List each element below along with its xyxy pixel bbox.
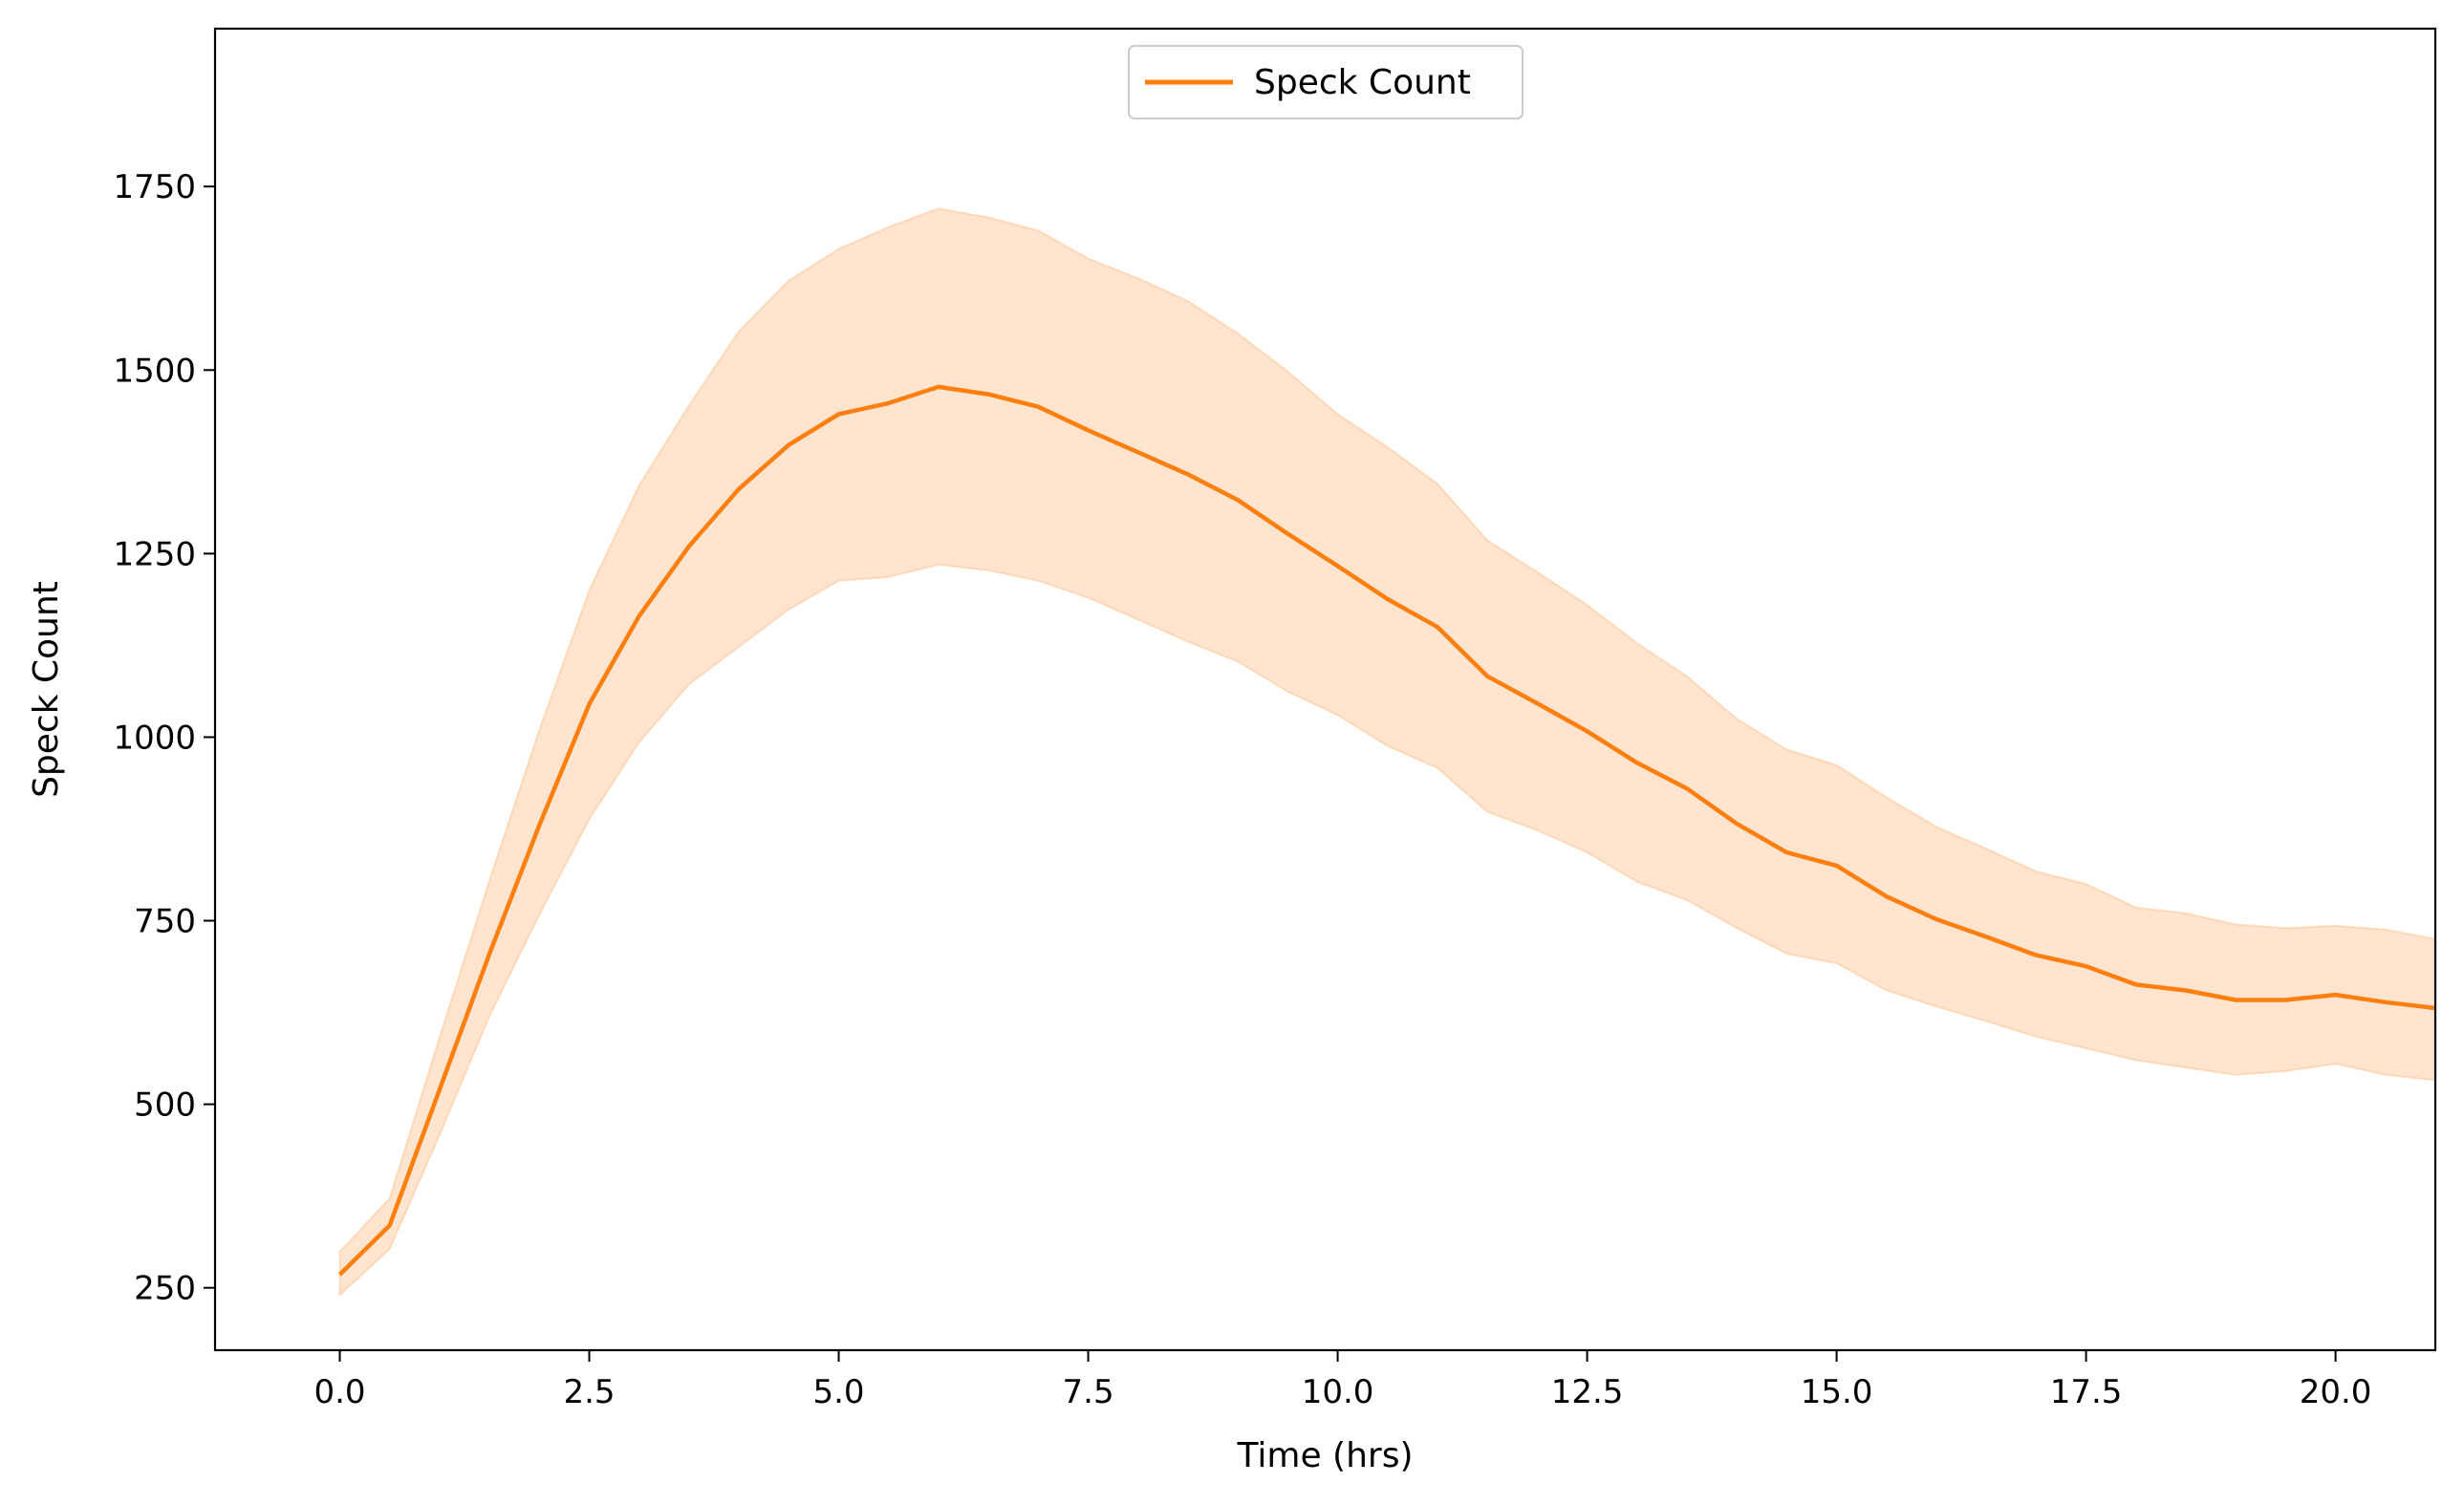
y-axis-title: Speck Count	[27, 581, 66, 798]
y-tick-label: 750	[134, 903, 196, 941]
x-tick-label: 0.0	[313, 1373, 365, 1411]
speck-count-line	[337, 384, 2435, 1277]
y-tick-label: 1750	[113, 168, 196, 206]
x-tick-label: 2.5	[563, 1373, 615, 1411]
x-tick-label: 7.5	[1063, 1373, 1114, 1411]
y-tick-label: 1500	[113, 352, 196, 390]
x-tick-label: 20.0	[2300, 1373, 2372, 1411]
x-axis-title: Time (hrs)	[1236, 1436, 1413, 1475]
plot-clip-group	[337, 207, 2435, 1298]
legend-label-speck-count: Speck Count	[1254, 63, 1471, 102]
y-tick-label: 1000	[113, 719, 196, 757]
x-tick-label: 10.0	[1302, 1373, 1374, 1411]
plot-area	[337, 207, 2435, 1298]
legend-box	[1128, 45, 1524, 119]
y-tick-label: 250	[134, 1270, 196, 1308]
x-tick-label: 5.0	[812, 1373, 864, 1411]
y-tick-label: 500	[134, 1086, 196, 1125]
plot-frame	[213, 27, 2437, 1352]
confidence-band	[338, 207, 2435, 1298]
x-tick-label: 15.0	[1801, 1373, 1873, 1411]
x-tick-label: 17.5	[2050, 1373, 2123, 1411]
y-tick-label: 1250	[113, 535, 196, 573]
axes: 0.0 2.5 5.0 7.5 10.0 12.5 15.0 17.5 20.0 250 500 75…	[113, 168, 2371, 1411]
legend: Speck Count	[1128, 45, 1524, 119]
x-tick-label: 12.5	[1551, 1373, 1624, 1411]
